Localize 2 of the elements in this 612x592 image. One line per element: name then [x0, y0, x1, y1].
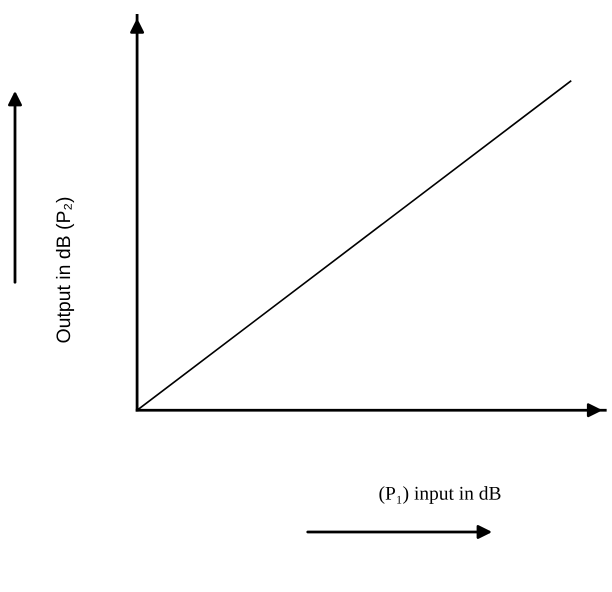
y-axis-title: Output in dB (P₂): [56, 198, 74, 343]
x-axis-title: (P₁) input in dB: [379, 486, 501, 504]
